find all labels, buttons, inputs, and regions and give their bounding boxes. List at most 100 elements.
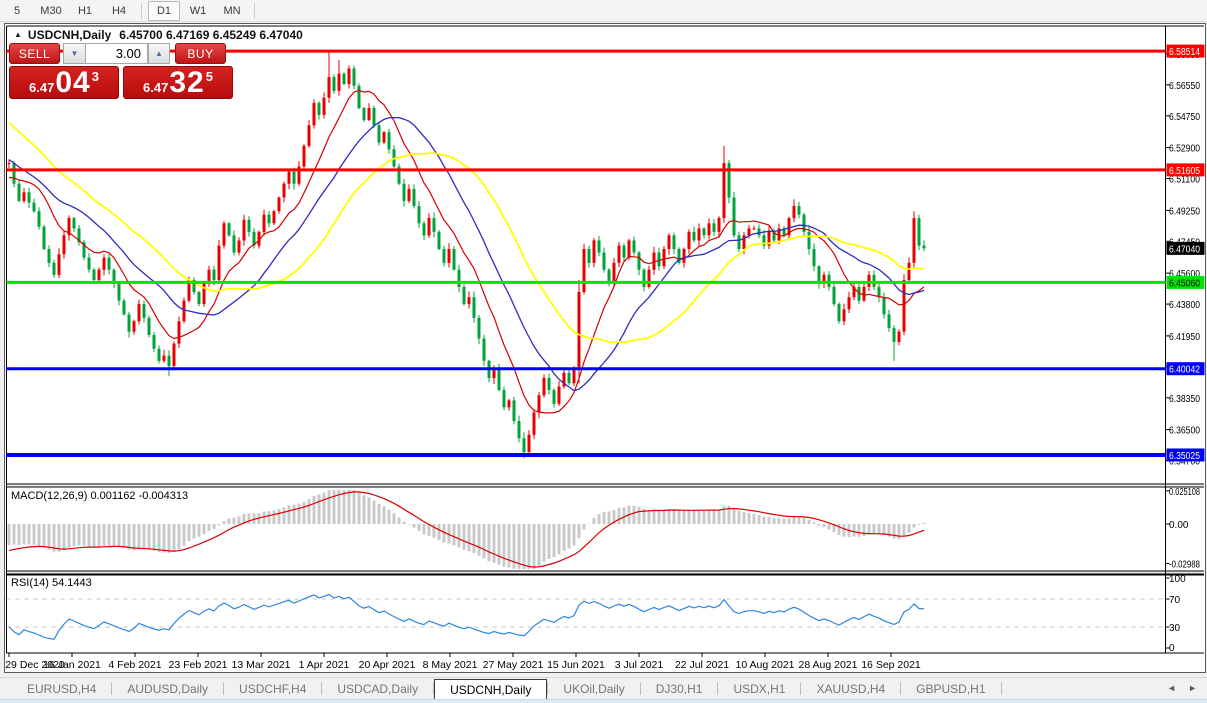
buy-price-prefix: 6.47 (143, 80, 169, 95)
sell-button[interactable]: SELL (9, 43, 60, 64)
ma-fast-line (8, 89, 925, 414)
period-toolbar: 5 M30 H1 H4 D1 W1 MN (0, 0, 1207, 22)
collapse-triangle-icon[interactable]: ▲ (14, 30, 22, 39)
ma-slow-line (8, 122, 925, 344)
svg-text:29 Dec 2020: 29 Dec 2020 (5, 659, 65, 671)
svg-text:6.41950: 6.41950 (1169, 332, 1200, 343)
svg-text:6.43800: 6.43800 (1169, 300, 1200, 311)
tab-separator (717, 682, 719, 695)
svg-text:23 Feb 2021: 23 Feb 2021 (169, 659, 228, 671)
svg-text:0.00: 0.00 (1169, 520, 1189, 531)
period-button-w1[interactable]: W1 (189, 4, 207, 17)
period-button-5[interactable]: 5 (13, 4, 21, 17)
chart-tabs-bar: EURUSD,H4 AUDUSD,Daily USDCHF,H4 USDCAD,Dai… (0, 677, 1207, 700)
tab-audusd-daily[interactable]: AUDUSD,Daily (127, 681, 209, 696)
tab-separator (900, 682, 902, 695)
sell-price-box[interactable]: 6.47 04 3 (9, 66, 119, 99)
volume-input[interactable] (85, 43, 148, 64)
panel-frames (6, 25, 1204, 654)
macd-signal-line (8, 491, 925, 568)
chart-window: 6.583506.565506.547506.529006.511006.492… (4, 23, 1206, 673)
sell-price-prefix: 6.47 (29, 80, 55, 95)
svg-text:6.34700: 6.34700 (1169, 457, 1200, 468)
svg-text:6.51100: 6.51100 (1169, 175, 1200, 186)
period-button-d1[interactable]: D1 (148, 0, 180, 21)
tab-usdchf-h4[interactable]: USDCHF,H4 (239, 681, 307, 696)
tab-usdcad-daily[interactable]: USDCAD,Daily (337, 681, 419, 696)
horizontal-levels (6, 49, 1166, 457)
svg-text:16 Jan 2021: 16 Jan 2021 (43, 659, 101, 671)
tab-separator (1000, 682, 1002, 695)
toolbar-separator (254, 2, 255, 19)
chart-canvas[interactable]: 6.583506.565506.547506.529006.511006.492… (5, 24, 1205, 672)
bottom-strip (0, 699, 1207, 703)
svg-text:6.35025: 6.35025 (1169, 451, 1200, 462)
tab-usdx-h1[interactable]: USDX,H1 (733, 681, 786, 696)
period-button-mn[interactable]: MN (223, 4, 241, 17)
tab-separator (321, 682, 323, 695)
price-axis: 6.583506.565506.547506.529006.511006.492… (1165, 44, 1205, 468)
svg-text:6.36500: 6.36500 (1169, 426, 1200, 437)
svg-text:6.54750: 6.54750 (1169, 112, 1200, 123)
tab-usdcnh-daily[interactable]: USDCNH,Daily (434, 678, 548, 700)
svg-text:70: 70 (1169, 595, 1181, 606)
svg-text:13 Mar 2021: 13 Mar 2021 (232, 659, 291, 671)
period-button-h4[interactable]: H4 (111, 4, 127, 17)
volume-decrease-button[interactable]: ▼ (63, 43, 85, 64)
svg-text:27 May 2021: 27 May 2021 (483, 659, 544, 671)
buy-price-big: 32 (169, 66, 205, 99)
svg-text:6.45600: 6.45600 (1169, 269, 1200, 280)
svg-text:30: 30 (1169, 623, 1181, 634)
sell-price-big: 04 (55, 66, 91, 99)
svg-text:6.52900: 6.52900 (1169, 144, 1200, 155)
svg-text:6.47040: 6.47040 (1169, 244, 1200, 255)
chart-ohlc-values: 6.45700 6.47169 6.45249 6.47040 (119, 27, 303, 42)
toolbar-separator (141, 2, 142, 19)
tab-separator (433, 682, 435, 695)
period-button-h1[interactable]: H1 (77, 4, 93, 17)
sell-price-sup: 3 (91, 69, 99, 84)
svg-text:6.58514: 6.58514 (1169, 47, 1200, 58)
chart-header: ▲ USDCNH,Daily 6.45700 6.47169 6.45249 6… (14, 27, 303, 42)
svg-text:100: 100 (1169, 574, 1186, 585)
svg-text:6.40042: 6.40042 (1169, 365, 1200, 376)
tab-separator (639, 682, 641, 695)
svg-text:22 Jul 2021: 22 Jul 2021 (675, 659, 729, 671)
tab-dj30-h1[interactable]: DJ30,H1 (655, 681, 703, 696)
tab-xauusd-h4[interactable]: XAUUSD,H4 (816, 681, 886, 696)
ma-mid-line (8, 116, 925, 392)
volume-increase-button[interactable]: ▲ (148, 43, 170, 64)
buy-price-box[interactable]: 6.47 32 5 (123, 66, 233, 99)
tab-separator (547, 682, 549, 695)
svg-text:20 Apr 2021: 20 Apr 2021 (359, 659, 416, 671)
svg-text:28 Aug 2021: 28 Aug 2021 (799, 659, 858, 671)
svg-text:10 Aug 2021: 10 Aug 2021 (736, 659, 795, 671)
tab-gbpusd-h1[interactable]: GBPUSD,H1 (916, 681, 986, 696)
macd-label: MACD(12,26,9) 0.001162 -0.004313 (11, 490, 189, 502)
svg-text:6.49250: 6.49250 (1169, 206, 1200, 217)
macd-panel: 0.025108 0.00 -0.02988 (7, 487, 1200, 570)
svg-text:3 Jul 2021: 3 Jul 2021 (615, 659, 664, 671)
tab-scroll-left-icon[interactable]: ◄ (1167, 683, 1177, 693)
buy-price-sup: 5 (205, 69, 213, 84)
svg-text:4 Feb 2021: 4 Feb 2021 (108, 659, 161, 671)
candles-layer (7, 51, 926, 458)
svg-text:6.51605: 6.51605 (1169, 166, 1200, 177)
svg-text:0.025108: 0.025108 (1169, 487, 1200, 498)
tab-separator (223, 682, 225, 695)
svg-text:8 May 2021: 8 May 2021 (423, 659, 478, 671)
svg-text:6.45060: 6.45060 (1169, 278, 1200, 289)
tab-separator (111, 682, 113, 695)
chart-symbol: USDCNH,Daily (27, 27, 112, 42)
one-click-trade-panel: SELL ▼ ▲ BUY 6.47 04 3 6.47 32 5 (9, 43, 233, 99)
rsi-label: RSI(14) 54.1443 (11, 577, 92, 589)
svg-text:15 Jun 2021: 15 Jun 2021 (547, 659, 605, 671)
tab-scroll-right-icon[interactable]: ► (1188, 683, 1197, 693)
rsi-line (8, 593, 925, 640)
tab-ukoil-daily[interactable]: UKOil,Daily (563, 681, 625, 696)
buy-button[interactable]: BUY (175, 43, 226, 64)
svg-text:16 Sep 2021: 16 Sep 2021 (861, 659, 921, 671)
period-button-m30[interactable]: M30 (40, 4, 62, 17)
tab-eurusd-h4[interactable]: EURUSD,H4 (27, 681, 97, 696)
